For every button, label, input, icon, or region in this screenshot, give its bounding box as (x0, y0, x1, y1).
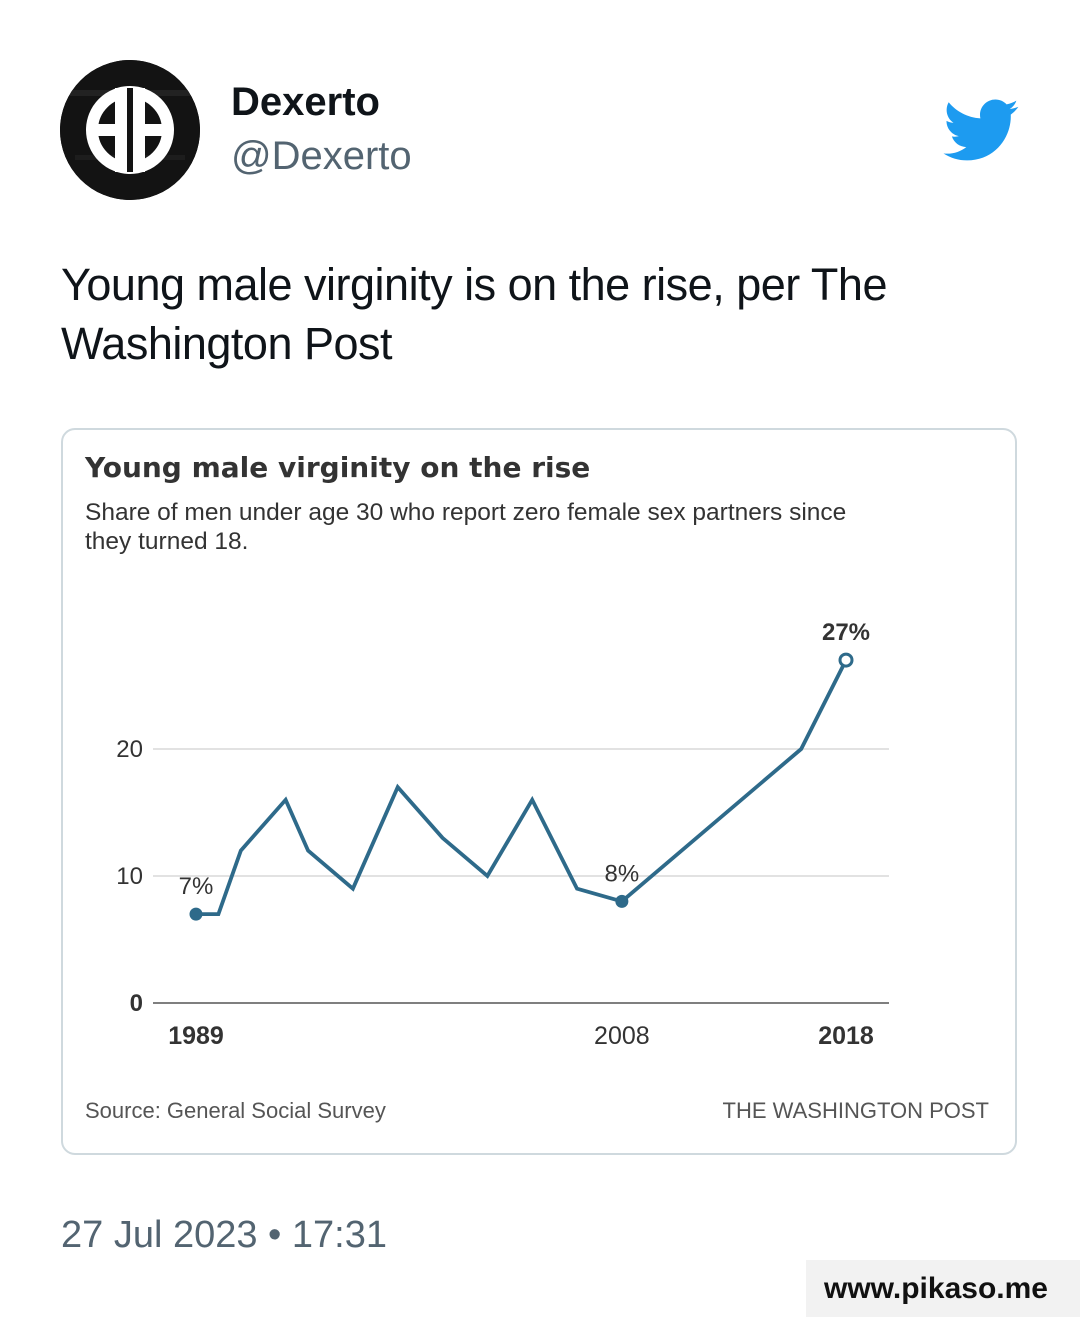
line-chart: Young male virginity on the rise Share o… (84, 451, 989, 1123)
y-tick-label: 0 (130, 990, 143, 1017)
chart-subtitle-line-2: they turned 18. (85, 528, 248, 555)
chart-credit: THE WASHINGTON POST (723, 1098, 989, 1123)
media-card[interactable]: Young male virginity on the rise Share o… (61, 428, 1017, 1155)
tweet-text: Young male virginity is on the rise, per… (61, 259, 887, 369)
data-label: 8% (605, 860, 640, 887)
x-tick-label: 2018 (818, 1022, 874, 1050)
avatar[interactable] (60, 60, 200, 200)
data-label: 7% (179, 873, 214, 900)
display-name[interactable]: Dexerto (231, 80, 380, 124)
chart-title: Young male virginity on the rise (84, 451, 590, 484)
data-point-marker (615, 894, 629, 908)
user-handle[interactable]: @Dexerto (231, 134, 412, 178)
y-tick-label: 10 (116, 863, 143, 890)
y-tick-label: 20 (116, 736, 143, 763)
series-line (196, 659, 848, 917)
twitter-bird-icon[interactable] (940, 97, 1020, 163)
chart-source: Source: General Social Survey (85, 1098, 386, 1123)
x-tick-label: 2008 (594, 1022, 650, 1050)
tweet-timestamp[interactable]: 27 Jul 2023 • 17:31 (61, 1214, 388, 1256)
watermark-text: www.pikaso.me (824, 1272, 1048, 1305)
data-label: 27% (822, 619, 870, 646)
chart-subtitle-line-1: Share of men under age 30 who report zer… (85, 499, 846, 526)
dexerto-logo-icon (60, 60, 200, 200)
x-tick-label: 1989 (168, 1022, 224, 1050)
watermark-badge: www.pikaso.me (806, 1260, 1080, 1317)
data-point-marker (189, 907, 203, 921)
data-point-marker (838, 652, 854, 668)
